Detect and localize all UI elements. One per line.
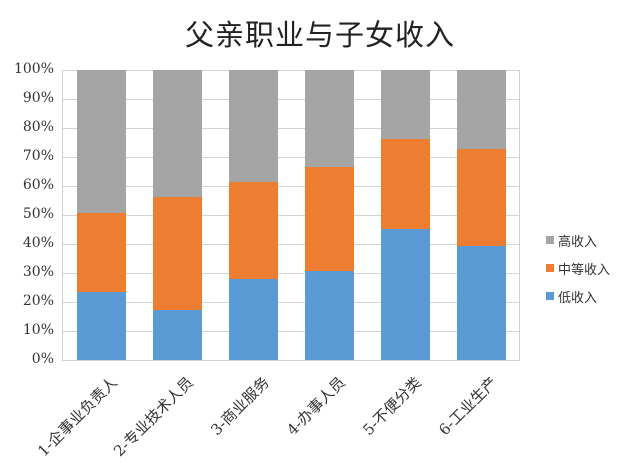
bar-segment (77, 212, 126, 292)
bar-segment (457, 148, 506, 247)
bar-segment (381, 70, 430, 140)
gridline (63, 215, 519, 216)
stacked-bar (457, 70, 506, 360)
legend-item: 中等收入 (546, 254, 610, 282)
bar-segment (153, 70, 202, 198)
stacked-bar (229, 70, 278, 360)
bar-segment (229, 181, 278, 280)
bar-segment (153, 310, 202, 360)
legend-item: 高收入 (546, 226, 610, 254)
gridline (63, 360, 519, 361)
gridline (63, 99, 519, 100)
y-tick-label: 30% (22, 264, 54, 280)
y-tick-label: 80% (22, 119, 54, 135)
x-tick-label: 6-工业生产 (435, 373, 501, 439)
bar-segment (153, 197, 202, 311)
bar-segment (77, 70, 126, 213)
stacked-bar (153, 70, 202, 360)
y-tick-label: 0% (31, 351, 54, 367)
gridline (63, 186, 519, 187)
bar-segment (305, 70, 354, 167)
legend-label: 中等收入 (558, 262, 611, 278)
bar-segment (381, 228, 430, 360)
gridline (63, 302, 519, 303)
x-tick-label: 5-不便分类 (359, 373, 425, 439)
bar-segment (381, 139, 430, 229)
x-tick-label: 2-专业技术人员 (109, 373, 197, 461)
y-tick-label: 70% (22, 148, 54, 164)
bar-segment (77, 291, 126, 360)
x-tick-label: 1-企事业负责人 (33, 373, 121, 461)
legend-swatch-icon (546, 236, 554, 244)
legend-swatch-icon (546, 264, 554, 272)
bar-segment (229, 70, 278, 182)
gridline (63, 128, 519, 129)
y-tick-label: 10% (22, 322, 54, 338)
legend: 高收入中等收入低收入 (546, 226, 610, 310)
y-tick-label: 40% (22, 235, 54, 251)
gridline (63, 70, 519, 71)
legend-label: 低收入 (558, 290, 598, 306)
y-tick-label: 60% (22, 177, 54, 193)
legend-label: 高收入 (558, 234, 598, 250)
y-tick-label: 20% (22, 293, 54, 309)
stacked-bar (305, 70, 354, 360)
bar-segment (457, 70, 506, 149)
gridline (63, 244, 519, 245)
stacked-bar (77, 70, 126, 360)
legend-swatch-icon (546, 292, 554, 300)
legend-item: 低收入 (546, 282, 610, 310)
plot-area (62, 70, 520, 361)
y-tick-label: 50% (22, 206, 54, 222)
gridline (63, 273, 519, 274)
y-tick-label: 100% (13, 61, 54, 77)
bar-segment (305, 270, 354, 360)
bar-segment (457, 246, 506, 360)
gridline (63, 157, 519, 158)
chart-title: 父亲职业与子女收入 (184, 18, 455, 52)
gridline (63, 331, 519, 332)
x-tick-label: 3-商业服务 (207, 373, 273, 439)
bar-segment (229, 279, 278, 360)
bar-segment (305, 166, 354, 271)
stacked-bar (381, 70, 430, 360)
y-tick-label: 90% (22, 90, 54, 106)
x-tick-label: 4-办事人员 (283, 373, 349, 439)
